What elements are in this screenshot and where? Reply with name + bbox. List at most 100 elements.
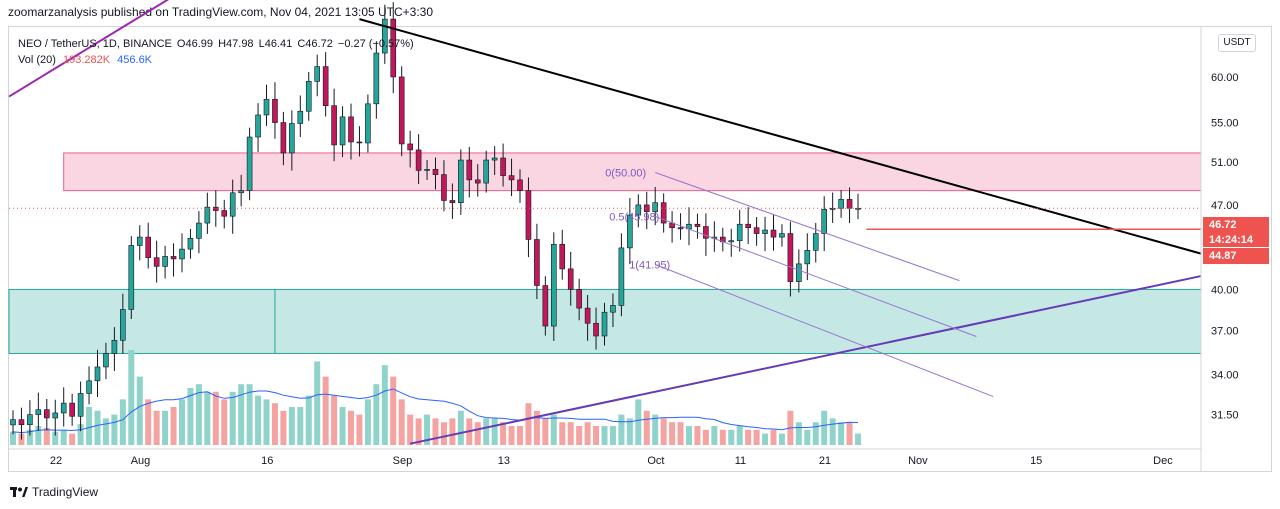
volume-bar (415, 418, 422, 445)
volume-bar (635, 399, 642, 445)
volume-bar (60, 429, 67, 445)
candle (35, 392, 42, 431)
candle-body (162, 256, 168, 267)
candle-body (373, 52, 380, 105)
candle (322, 52, 329, 117)
axis-layer: 31.5034.0037.0040.0043.0047.0051.0055.00… (9, 27, 1239, 472)
candle-body (381, 18, 388, 54)
candle-body (339, 116, 346, 146)
candle (829, 192, 836, 223)
candle-body (69, 402, 75, 417)
candle-body (542, 285, 549, 327)
candle (838, 190, 844, 218)
candle (246, 127, 253, 201)
volume-bar (584, 422, 591, 445)
candle-body (762, 229, 768, 234)
candle-body (10, 419, 16, 426)
candle (711, 221, 718, 252)
x-tick-label: 16 (261, 455, 273, 467)
candle (855, 193, 861, 220)
candle (542, 276, 549, 336)
candle (525, 177, 532, 258)
chart-frame[interactable] (8, 26, 1272, 472)
volume-bar (550, 414, 557, 445)
candle-body (60, 402, 67, 414)
drawings-layer: 0(50.00) 0.5(45.98) 1(41.95) (8, 0, 1202, 445)
close-value: C46.72 (297, 38, 333, 50)
volume-bar (609, 426, 616, 445)
y-tick-label: 51.00 (1211, 157, 1239, 169)
volume-bar (652, 414, 659, 445)
candle (229, 179, 236, 234)
volume-bar (339, 407, 346, 445)
candle-body (491, 157, 498, 161)
volume-bar (483, 418, 490, 445)
candle-body (415, 149, 422, 171)
x-tick-label: 15 (1030, 455, 1042, 467)
candle-body (804, 250, 811, 265)
candle-body (305, 81, 312, 112)
candle-body (390, 18, 397, 78)
volume-bar (474, 422, 481, 445)
change-value: −0.27 (−0.57%) (337, 38, 414, 50)
volume-bar (542, 418, 549, 445)
volume-bar (576, 426, 583, 445)
candle (213, 190, 219, 227)
volume-bar (440, 422, 447, 445)
candle (280, 111, 287, 166)
volume-bar (669, 422, 676, 445)
candle-body (272, 98, 278, 123)
candle (694, 213, 701, 239)
y-tick-label: 31.50 (1211, 410, 1239, 422)
symbol-label: NEO / TetherUS, 1D, BINANCE (18, 38, 172, 50)
candle-body (314, 66, 321, 82)
candle (703, 213, 709, 256)
candle (314, 54, 321, 97)
candle (601, 302, 608, 346)
volume-bar (618, 414, 625, 445)
candle (779, 224, 785, 247)
volume-bar (35, 426, 42, 445)
candle (719, 227, 726, 252)
volume-bar (280, 410, 287, 445)
candle (804, 233, 811, 281)
volume-bar (694, 426, 701, 445)
candle (576, 278, 582, 321)
volume-bar (846, 422, 853, 445)
volume-bar (94, 410, 101, 445)
candle (483, 150, 490, 193)
candle-body (567, 268, 574, 290)
fib-level-line (655, 264, 994, 398)
x-tick-label: Nov (908, 455, 928, 467)
candle-body (120, 309, 126, 341)
candle-body (77, 393, 84, 417)
candle-body (534, 239, 540, 286)
candle-body (229, 192, 236, 217)
level-price-label: 44.87 (1203, 248, 1269, 264)
volume-bar (762, 433, 769, 445)
volume-bar (812, 422, 819, 445)
candle-body (441, 174, 447, 201)
candle (660, 193, 667, 233)
volume-bar (770, 429, 777, 445)
candle (365, 94, 371, 153)
candle (550, 232, 557, 341)
candle-body (753, 227, 760, 234)
currency-button[interactable]: USDT (1218, 34, 1256, 52)
volume-bar (593, 426, 600, 445)
candle (449, 183, 456, 219)
volume-bar (10, 431, 16, 445)
candle-body (204, 206, 211, 224)
candle (618, 233, 625, 317)
candle (390, 2, 397, 94)
candle (753, 217, 760, 246)
candle (162, 245, 168, 279)
volume-bar (398, 399, 405, 445)
volume-bar (525, 403, 532, 445)
last-price-value: 46.72 (1209, 219, 1237, 231)
candle-body (398, 76, 405, 145)
candle (339, 106, 346, 158)
volume-bar (195, 384, 202, 445)
volume-label: Vol (20) (18, 54, 56, 66)
